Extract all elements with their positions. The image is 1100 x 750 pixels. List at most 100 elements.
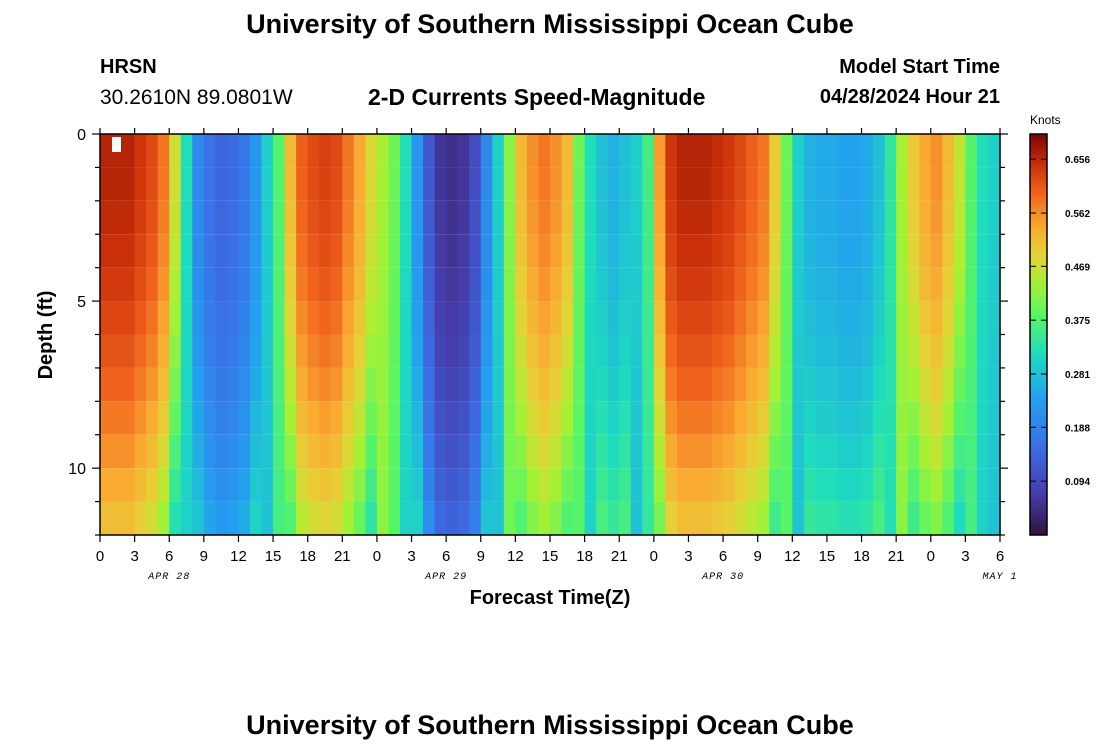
colorbar-tick-label: 0.188 xyxy=(1065,423,1090,434)
heatmap-cell xyxy=(215,401,228,435)
heatmap-cell xyxy=(550,134,563,168)
heatmap-cell xyxy=(861,367,874,402)
heatmap-cell xyxy=(700,334,713,368)
heatmap-cell xyxy=(492,234,505,268)
heatmap-cell xyxy=(838,468,851,502)
heatmap-cell xyxy=(261,401,274,435)
colorbar-unit: Knots xyxy=(1030,113,1061,127)
heatmap-cell xyxy=(769,501,782,535)
heatmap-cell xyxy=(596,134,609,168)
heatmap-cell xyxy=(676,200,690,235)
heatmap-cell xyxy=(446,267,459,302)
heatmap-cell xyxy=(919,334,932,368)
heatmap-cell xyxy=(896,267,909,302)
heatmap-cell xyxy=(596,468,609,502)
heatmap-cell xyxy=(746,468,759,502)
heatmap-cell xyxy=(100,468,113,502)
heatmap-cell xyxy=(457,167,470,201)
heatmap-cell xyxy=(457,334,470,368)
heatmap-cell xyxy=(388,301,401,335)
heatmap-cell xyxy=(584,234,597,268)
heatmap-cell xyxy=(365,167,378,201)
heatmap-cell xyxy=(734,200,747,235)
heatmap-cell xyxy=(884,134,897,168)
heatmap-cell xyxy=(838,434,851,469)
heatmap-cell xyxy=(203,334,216,368)
heatmap-cell xyxy=(538,167,551,201)
heatmap-cell xyxy=(526,234,540,268)
heatmap-cell xyxy=(238,468,251,502)
heatmap-cell xyxy=(619,134,632,168)
heatmap-cell xyxy=(296,301,309,335)
heatmap-cell xyxy=(423,301,436,335)
heatmap-cell xyxy=(965,334,978,368)
heatmap-cell xyxy=(376,401,390,435)
heatmap-cell xyxy=(480,267,493,302)
heatmap-cell xyxy=(988,468,1001,502)
heatmap-cell xyxy=(134,501,147,535)
heatmap-cell xyxy=(388,367,401,402)
heatmap-cell xyxy=(573,301,586,335)
heatmap-cell xyxy=(723,401,736,435)
heatmap-cell xyxy=(815,200,828,235)
heatmap-cell xyxy=(319,434,332,469)
heatmap-cell xyxy=(261,267,274,302)
heatmap-cell xyxy=(284,301,297,335)
heatmap-cell xyxy=(492,200,505,235)
heatmap-cell xyxy=(342,167,355,201)
heatmap-cell xyxy=(423,167,436,201)
heatmap-cell xyxy=(792,401,805,435)
heatmap-cell xyxy=(953,267,966,302)
surface-marker xyxy=(112,137,121,152)
heatmap-cell xyxy=(319,367,332,402)
heatmap-cell xyxy=(169,167,182,201)
heatmap-cell xyxy=(642,468,655,502)
heatmap-cell xyxy=(423,134,436,168)
heatmap-cell xyxy=(838,234,851,268)
heatmap-cell xyxy=(803,401,816,435)
heatmap-cell xyxy=(792,468,805,502)
heatmap-cell xyxy=(838,200,851,235)
heatmap-cell xyxy=(653,200,666,235)
heatmap-cell xyxy=(238,234,251,268)
heatmap-cell xyxy=(480,468,493,502)
heatmap-cell xyxy=(988,134,1001,168)
x-tick-label: 3 xyxy=(407,548,415,565)
heatmap-cell xyxy=(942,501,955,535)
heatmap-cell xyxy=(526,401,540,435)
heatmap-cell xyxy=(169,401,182,435)
heatmap-cell xyxy=(146,334,159,368)
heatmap-cell xyxy=(226,434,240,469)
heatmap-cell xyxy=(700,501,713,535)
heatmap-cell xyxy=(284,134,297,168)
heatmap-cell xyxy=(700,301,713,335)
heatmap-cell xyxy=(100,434,113,469)
heatmap-cell xyxy=(607,367,620,402)
heatmap-cell xyxy=(480,234,493,268)
heatmap-cell xyxy=(307,334,320,368)
heatmap-cell xyxy=(723,234,736,268)
heatmap-cell xyxy=(111,334,124,368)
heatmap-cell xyxy=(919,267,932,302)
heatmap-cell xyxy=(526,167,540,201)
heatmap-cell xyxy=(538,434,551,469)
heatmap-cell xyxy=(723,334,736,368)
heatmap-cell xyxy=(630,401,643,435)
heatmap-cell xyxy=(100,401,113,435)
heatmap-cell xyxy=(688,401,701,435)
heatmap-cell xyxy=(146,234,159,268)
heatmap-cell xyxy=(630,167,643,201)
heatmap-cell xyxy=(942,200,955,235)
heatmap-cell xyxy=(192,134,205,168)
heatmap-cell xyxy=(757,401,770,435)
heatmap-cell xyxy=(480,334,493,368)
heatmap-cell xyxy=(111,234,124,268)
heatmap-cell xyxy=(157,301,170,335)
heatmap-cell xyxy=(630,501,643,535)
heatmap-cell xyxy=(988,267,1001,302)
heatmap-cell xyxy=(273,134,286,168)
heatmap-cell xyxy=(400,401,413,435)
heatmap-cell xyxy=(757,267,770,302)
heatmap-cell xyxy=(492,134,505,168)
x-tick-label: 18 xyxy=(576,548,593,565)
